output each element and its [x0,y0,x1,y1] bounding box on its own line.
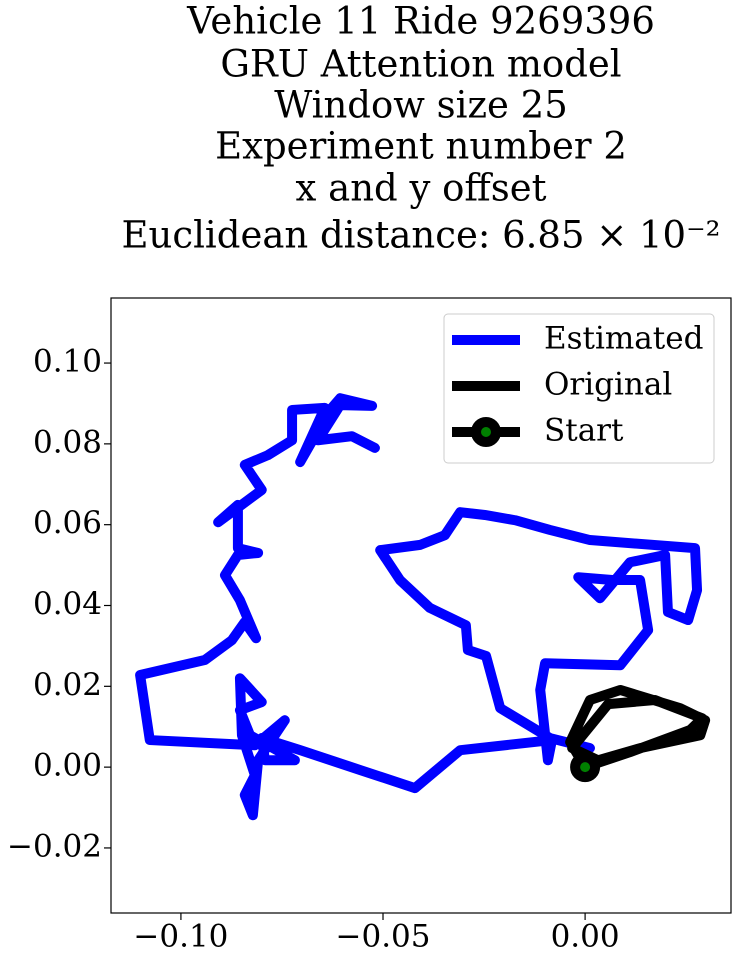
y-tick-label: −0.02 [7,828,102,864]
y-tick-label: 0.02 [33,667,102,703]
plot-area [135,393,711,821]
y-tick-label: 0.04 [33,586,102,622]
chart-title: x and y offset [296,167,547,210]
legend: Estimated Original Start [443,313,715,464]
legend-label: Original [544,367,672,403]
plot-frame [110,297,732,914]
y-tick-label: 0.06 [33,505,102,541]
chart-title: Euclidean distance: 6.85 × 10⁻² [122,214,721,257]
chart-title: Window size 25 [274,84,568,127]
y-tick-label: 0.00 [33,748,102,784]
start-marker [570,752,601,783]
chart-title: GRU Attention model [220,43,621,86]
legend-label: Estimated [544,321,703,357]
legend-marker [471,417,501,447]
x-tick-label: 0.00 [551,919,620,955]
chart-title: Experiment number 2 [215,125,627,168]
chart-title: Vehicle 11 Ride 9269396 [186,0,655,43]
legend-label: Start [544,413,624,449]
series-line [135,393,703,821]
x-tick-label: −0.05 [336,919,431,955]
x-tick-label: −0.10 [133,919,228,955]
y-tick-label: 0.10 [33,344,102,380]
y-tick-label: 0.08 [33,424,102,460]
axes: −0.10 −0.05 0.00 −0.02 0.00 0.02 0.04 0.06 0.08 0… [7,344,620,955]
series-line [565,684,711,773]
legend-box [443,313,715,464]
